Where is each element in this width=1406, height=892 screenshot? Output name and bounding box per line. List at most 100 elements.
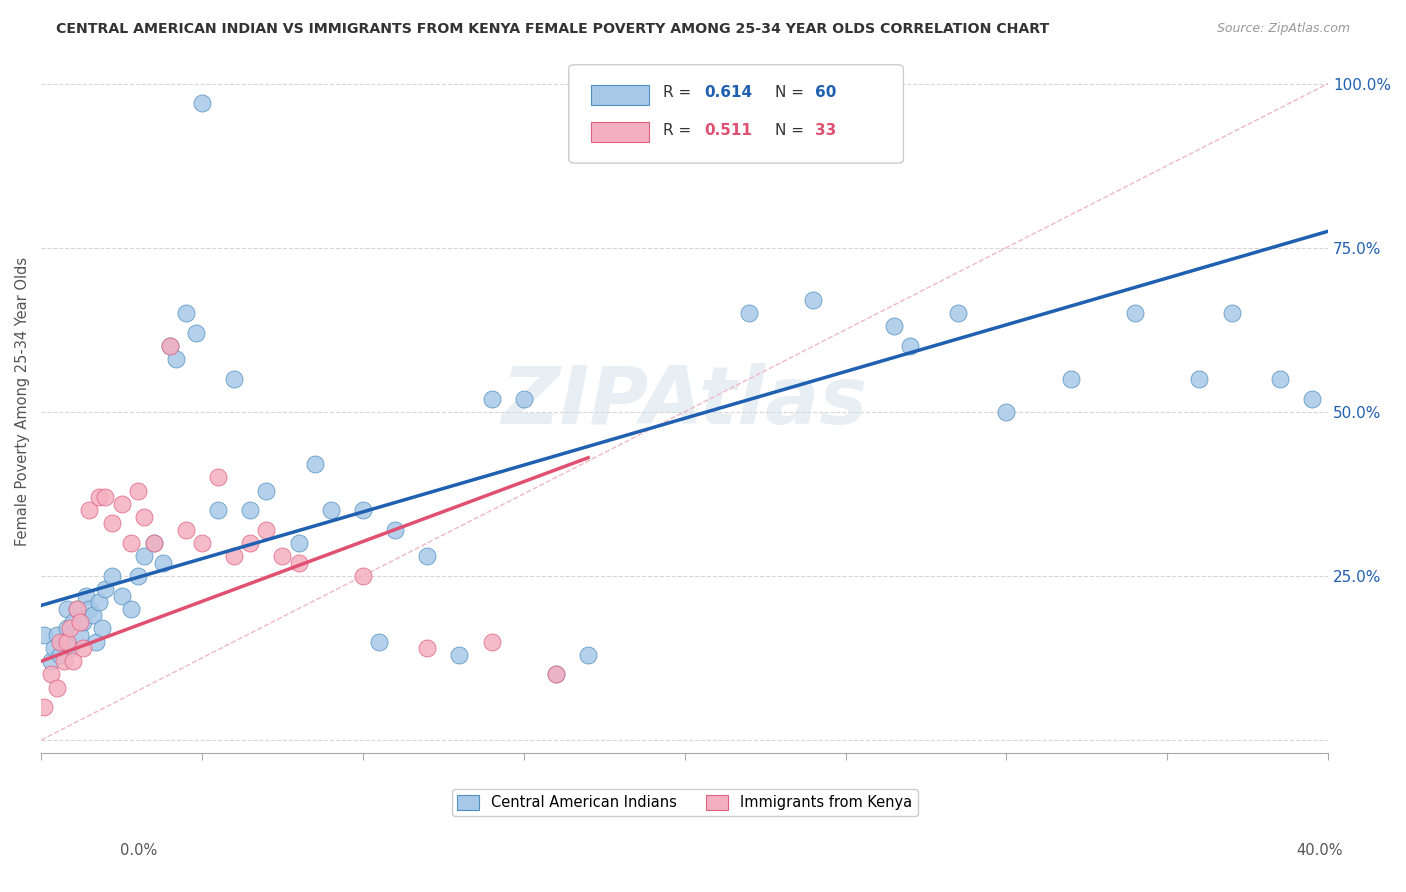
Text: ZIPAtlas: ZIPAtlas — [502, 363, 868, 441]
Point — [544, 667, 567, 681]
Point — [110, 589, 132, 603]
Point — [69, 615, 91, 629]
Point — [46, 628, 69, 642]
Text: R =: R = — [662, 86, 696, 100]
Point — [224, 372, 246, 386]
Point — [46, 681, 69, 695]
FancyBboxPatch shape — [569, 65, 904, 163]
Point — [65, 601, 87, 615]
Point — [946, 306, 969, 320]
Point — [72, 641, 94, 656]
Point — [127, 569, 149, 583]
Point — [52, 654, 75, 668]
Text: 0.0%: 0.0% — [120, 843, 156, 858]
Point — [1188, 372, 1211, 386]
Point — [165, 352, 187, 367]
Point — [174, 523, 197, 537]
Text: CENTRAL AMERICAN INDIAN VS IMMIGRANTS FROM KENYA FEMALE POVERTY AMONG 25-34 YEAR: CENTRAL AMERICAN INDIAN VS IMMIGRANTS FR… — [56, 22, 1049, 37]
Text: 60: 60 — [814, 86, 837, 100]
Text: 33: 33 — [814, 122, 835, 137]
Point — [271, 549, 294, 564]
Text: Source: ZipAtlas.com: Source: ZipAtlas.com — [1216, 22, 1350, 36]
Point — [352, 569, 374, 583]
Point — [62, 654, 84, 668]
Point — [39, 667, 62, 681]
Point — [207, 470, 229, 484]
Point — [49, 648, 72, 662]
Point — [254, 523, 277, 537]
Point — [79, 503, 101, 517]
Point — [127, 483, 149, 498]
FancyBboxPatch shape — [591, 85, 648, 104]
Point — [481, 634, 503, 648]
Point — [239, 503, 262, 517]
Point — [65, 601, 87, 615]
Point — [56, 622, 79, 636]
Point — [87, 595, 110, 609]
Point — [1123, 306, 1146, 320]
Point — [352, 503, 374, 517]
Point — [69, 628, 91, 642]
Point — [1268, 372, 1291, 386]
Point — [101, 569, 124, 583]
Point — [56, 601, 79, 615]
Point — [416, 549, 439, 564]
Point — [72, 615, 94, 629]
Point — [101, 516, 124, 531]
Point — [576, 648, 599, 662]
Point — [287, 556, 309, 570]
Point — [87, 490, 110, 504]
Point — [513, 392, 536, 406]
Point — [34, 628, 56, 642]
Point — [254, 483, 277, 498]
Text: 0.614: 0.614 — [704, 86, 752, 100]
Point — [142, 536, 165, 550]
Text: N =: N = — [775, 122, 808, 137]
Point — [304, 458, 326, 472]
Point — [319, 503, 342, 517]
Point — [883, 319, 905, 334]
Point — [544, 667, 567, 681]
Text: N =: N = — [775, 86, 808, 100]
Point — [898, 339, 921, 353]
Text: R =: R = — [662, 122, 696, 137]
Point — [82, 608, 104, 623]
Point — [62, 615, 84, 629]
Text: 0.511: 0.511 — [704, 122, 752, 137]
Point — [159, 339, 181, 353]
Point — [132, 549, 155, 564]
Legend: Central American Indians, Immigrants from Kenya: Central American Indians, Immigrants fro… — [451, 789, 918, 816]
Point — [801, 293, 824, 308]
Text: 40.0%: 40.0% — [1296, 843, 1343, 858]
Point — [995, 405, 1018, 419]
Point — [152, 556, 174, 570]
Point — [56, 634, 79, 648]
Point — [481, 392, 503, 406]
Point — [239, 536, 262, 550]
Point — [84, 634, 107, 648]
Point — [59, 641, 82, 656]
Point — [184, 326, 207, 340]
Point — [142, 536, 165, 550]
Point — [207, 503, 229, 517]
Point — [52, 634, 75, 648]
Point — [384, 523, 406, 537]
Point — [110, 497, 132, 511]
Point — [1060, 372, 1083, 386]
Point — [191, 536, 214, 550]
Point — [132, 509, 155, 524]
Point — [1301, 392, 1323, 406]
FancyBboxPatch shape — [591, 122, 648, 142]
Point — [42, 641, 65, 656]
Point — [120, 536, 142, 550]
Point — [1220, 306, 1243, 320]
Point — [75, 589, 97, 603]
Point — [738, 306, 761, 320]
Point — [39, 654, 62, 668]
Point — [120, 601, 142, 615]
Point — [91, 622, 114, 636]
Point — [368, 634, 391, 648]
Point — [449, 648, 471, 662]
Point — [287, 536, 309, 550]
Point — [94, 490, 117, 504]
